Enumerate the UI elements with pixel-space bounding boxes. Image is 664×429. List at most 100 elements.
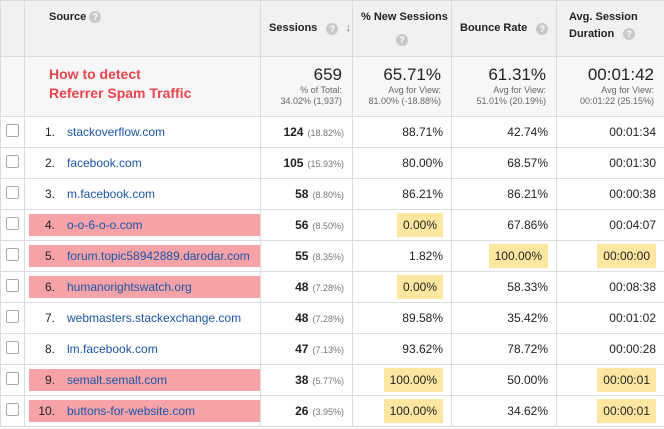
total-avg-duration-cell: 00:01:42 Avg for View: 00:01:22 (25.15%): [556, 56, 664, 117]
new-sessions-value: 100.00%: [383, 368, 443, 392]
row-select-cell: [0, 240, 25, 272]
table-row: 4. o-o-6-o-o.com 56 (8.50%) 0.00% 67.86% 00:04…: [0, 209, 664, 241]
help-icon[interactable]: ?: [623, 28, 636, 41]
totals-select-cell: [0, 56, 25, 117]
source-link[interactable]: forum.topic58942889.darodar.com: [67, 249, 250, 263]
new-sessions-cell: 88.71%: [352, 116, 452, 148]
sort-down-arrow-icon[interactable]: ↓: [345, 22, 351, 35]
source-cell: 8. lm.facebook.com: [24, 333, 261, 365]
row-checkbox[interactable]: [6, 248, 19, 261]
avg-duration-cell: 00:00:01: [556, 364, 664, 396]
row-checkbox[interactable]: [6, 341, 19, 354]
new-sessions-value: 80.00%: [402, 156, 443, 170]
header-source[interactable]: Source ?: [24, 0, 261, 57]
row-checkbox[interactable]: [6, 186, 19, 199]
row-index: 3.: [44, 187, 55, 201]
avg-duration-value: 00:01:30: [609, 156, 656, 170]
sessions-value: 26: [295, 404, 309, 418]
help-icon[interactable]: ?: [396, 34, 408, 47]
row-select-cell: [0, 364, 25, 396]
header-sessions[interactable]: Sessions ? ↓: [260, 0, 353, 57]
sessions-percent: (7.28%): [312, 314, 344, 324]
source-cell: 10. buttons-for-website.com: [24, 395, 261, 427]
sessions-value: 55: [295, 249, 309, 263]
source-highlight: 9. semalt.semalt.com: [29, 369, 260, 391]
new-sessions-value: 100.00%: [383, 399, 443, 423]
new-sessions-cell: 100.00%: [352, 364, 452, 396]
table-row: 7. webmasters.stackexchange.com 48 (7.28%) 8…: [0, 302, 664, 334]
row-checkbox[interactable]: [6, 403, 19, 416]
header-select-column: [0, 0, 25, 57]
total-new-sessions-cell: 65.71% Avg for View: 81.00% (-18.88%): [352, 56, 452, 117]
sessions-percent: (8.35%): [312, 252, 344, 262]
source-link[interactable]: m.facebook.com: [67, 187, 156, 201]
source-highlight: 7. webmasters.stackexchange.com: [29, 307, 260, 329]
bounce-rate-cell: 34.62%: [451, 395, 557, 427]
sessions-percent: (15.93%): [307, 159, 344, 169]
header-bounce-rate-label: Bounce Rate: [460, 22, 528, 35]
row-select-cell: [0, 116, 25, 148]
bounce-rate-value: 34.62%: [507, 404, 548, 418]
help-icon[interactable]: ?: [536, 22, 549, 35]
new-sessions-value: 89.58%: [402, 311, 443, 325]
source-link[interactable]: stackoverflow.com: [67, 125, 166, 139]
source-link[interactable]: humanorightswatch.org: [67, 280, 192, 294]
headline-line2: Referrer Spam Traffic: [49, 85, 192, 101]
avg-duration-value: 00:01:34: [609, 125, 656, 139]
sessions-percent: (8.50%): [312, 221, 344, 231]
row-index: 5.: [44, 249, 55, 263]
header-bounce-rate[interactable]: Bounce Rate ?: [451, 0, 557, 57]
header-avg-duration[interactable]: Avg. Session Duration ?: [556, 0, 664, 57]
header-avg-duration-line1: Avg. Session: [569, 11, 638, 23]
header-row: Source ? Sessions ? ↓ % New Sessions ? B…: [0, 0, 664, 57]
avg-duration-value: 00:08:38: [609, 280, 656, 294]
row-select-cell: [0, 395, 25, 427]
sessions-cell: 47 (7.13%): [260, 333, 353, 365]
source-link[interactable]: buttons-for-website.com: [67, 404, 196, 418]
avg-duration-value: 00:00:01: [597, 399, 656, 423]
row-checkbox[interactable]: [6, 279, 19, 292]
avg-duration-cell: 00:01:34: [556, 116, 664, 148]
table-row: 10. buttons-for-website.com 26 (3.95%) 100.0…: [0, 395, 664, 427]
new-sessions-cell: 86.21%: [352, 178, 452, 210]
sessions-cell: 105 (15.93%): [260, 147, 353, 179]
row-checkbox[interactable]: [6, 124, 19, 137]
source-link[interactable]: o-o-6-o-o.com: [67, 218, 143, 232]
sessions-value: 56: [295, 218, 309, 232]
source-link[interactable]: webmasters.stackexchange.com: [67, 311, 242, 325]
row-checkbox[interactable]: [6, 217, 19, 230]
row-index: 8.: [44, 342, 55, 356]
sessions-cell: 56 (8.50%): [260, 209, 353, 241]
sessions-value: 105: [283, 156, 304, 170]
source-link[interactable]: semalt.semalt.com: [67, 373, 168, 387]
new-sessions-cell: 89.58%: [352, 302, 452, 334]
avg-duration-value: 00:00:28: [609, 342, 656, 356]
header-new-sessions-label: % New Sessions: [361, 11, 448, 23]
sessions-percent: (7.28%): [312, 283, 344, 293]
avg-duration-value: 00:01:02: [609, 311, 656, 325]
header-new-sessions[interactable]: % New Sessions ?: [352, 0, 452, 57]
bounce-rate-cell: 58.33%: [451, 271, 557, 303]
header-avg-duration-line2: Duration: [569, 28, 615, 40]
source-cell: 7. webmasters.stackexchange.com: [24, 302, 261, 334]
totals-row: How to detect Referrer Spam Traffic 659 …: [0, 56, 664, 117]
bounce-rate-value: 58.33%: [507, 280, 548, 294]
header-source-label: Source: [49, 11, 87, 23]
row-checkbox[interactable]: [6, 310, 19, 323]
new-sessions-value: 0.00%: [396, 213, 443, 237]
help-icon[interactable]: ?: [89, 11, 102, 24]
bounce-rate-cell: 100.00%: [451, 240, 557, 272]
source-highlight: 3. m.facebook.com: [29, 183, 260, 205]
row-checkbox[interactable]: [6, 155, 19, 168]
source-link[interactable]: lm.facebook.com: [67, 342, 158, 356]
row-checkbox[interactable]: [6, 372, 19, 385]
sessions-value: 47: [295, 342, 309, 356]
source-highlight: 10. buttons-for-website.com: [29, 400, 260, 422]
total-avg-duration: 00:01:42: [587, 65, 654, 84]
source-link[interactable]: facebook.com: [67, 156, 142, 170]
avg-duration-cell: 00:00:38: [556, 178, 664, 210]
bounce-rate-cell: 78.72%: [451, 333, 557, 365]
bounce-rate-value: 50.00%: [507, 373, 548, 387]
help-icon[interactable]: ?: [326, 22, 339, 35]
